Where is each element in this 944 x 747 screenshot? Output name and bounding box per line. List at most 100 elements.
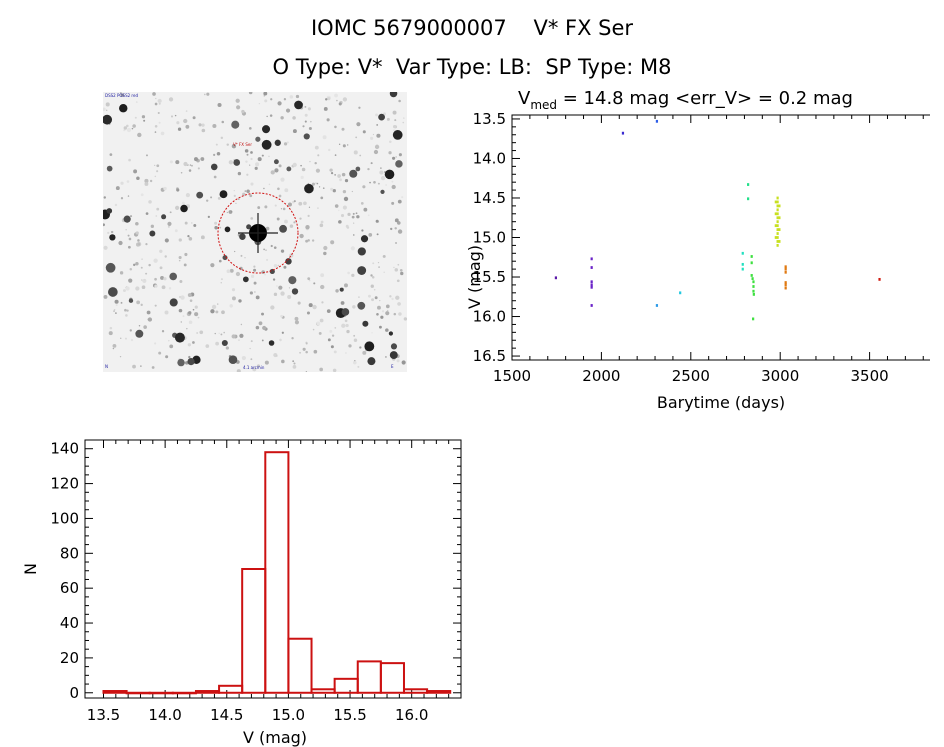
finder-star	[221, 310, 225, 315]
finder-star	[351, 215, 355, 219]
finder-star	[193, 223, 197, 227]
histogram-bar	[356, 660, 382, 694]
finder-star	[183, 161, 188, 167]
histogram-bar	[194, 690, 221, 694]
light-curve-point	[776, 208, 779, 212]
finder-star	[152, 92, 156, 96]
histogram-ytick-label: 60	[60, 579, 79, 597]
finder-star	[293, 362, 296, 365]
finder-star	[394, 119, 397, 122]
light-curve-ytick-label: 16.0	[473, 308, 506, 326]
finder-star	[358, 296, 360, 298]
finder-star	[109, 234, 116, 241]
finder-star	[201, 123, 205, 127]
finder-star	[330, 345, 334, 349]
finder-star	[377, 305, 381, 310]
finder-star	[309, 160, 311, 163]
finder-star	[187, 343, 192, 347]
finder-star	[389, 92, 398, 98]
finder-star	[250, 340, 253, 343]
light-curve-title-rest: = 14.8 mag <err_V> = 0.2 mag	[557, 88, 853, 109]
finder-star	[329, 329, 333, 333]
finder-star	[135, 101, 138, 104]
finder-star	[276, 217, 280, 221]
finder-star	[125, 286, 130, 291]
histogram-bar	[102, 690, 128, 694]
finder-star	[109, 153, 113, 156]
finder-star	[398, 99, 401, 103]
finder-star	[355, 166, 361, 172]
finder-star	[317, 207, 319, 210]
finder-star	[374, 296, 378, 300]
light-curve-point	[590, 304, 593, 307]
finder-star	[283, 142, 288, 146]
finder-star	[285, 108, 291, 113]
finder-star	[345, 323, 349, 328]
finder-star	[140, 365, 142, 367]
light-curve-point	[778, 240, 781, 243]
finder-star	[303, 201, 307, 206]
light-curve-point	[750, 274, 753, 277]
finder-star	[154, 102, 158, 106]
finder-star	[339, 287, 344, 292]
finder-star	[358, 106, 361, 109]
finder-star	[353, 150, 358, 155]
finder-star	[393, 312, 397, 316]
finder-star	[393, 129, 395, 132]
finder-star	[385, 304, 390, 309]
finder-star	[107, 231, 110, 235]
finder-star	[150, 224, 154, 228]
finder-star	[160, 275, 165, 280]
finder-star	[266, 258, 269, 261]
finder-star	[174, 229, 178, 233]
finder-star	[189, 299, 193, 302]
finder-star	[216, 151, 221, 156]
finder-star	[114, 203, 118, 207]
light-curve-point	[784, 283, 787, 287]
finder-star	[374, 144, 380, 150]
finder-star	[185, 110, 188, 112]
finder-star	[273, 159, 279, 165]
finder-star	[394, 268, 399, 272]
finder-star	[128, 158, 131, 162]
finder-star	[246, 224, 252, 230]
finder-star	[362, 185, 366, 189]
finder-star	[353, 360, 357, 365]
finder-star	[331, 334, 335, 337]
finder-star	[132, 364, 136, 369]
finder-star	[379, 300, 381, 302]
finder-star	[378, 113, 385, 121]
histogram-xtick-label: 14.5	[210, 706, 243, 724]
finder-star	[163, 186, 167, 191]
finder-star	[396, 221, 401, 225]
finder-star	[379, 170, 384, 175]
light-curve-point	[590, 257, 593, 261]
finder-star	[135, 221, 139, 226]
finder-star	[129, 267, 133, 271]
finder-star	[273, 292, 278, 297]
finder-star	[210, 196, 213, 199]
finder-star	[270, 244, 273, 248]
finder-star	[328, 148, 331, 152]
histogram-ytick-label: 0	[69, 684, 79, 702]
finder-star	[244, 190, 247, 192]
finder-star	[231, 120, 240, 129]
finder-star	[146, 154, 148, 157]
finder-star	[237, 171, 242, 176]
finder-star	[262, 325, 267, 331]
finder-star	[341, 308, 350, 316]
finder-star	[178, 259, 181, 262]
finder-star	[182, 315, 185, 318]
light-curve-chart: Vmed = 14.8 mag <err_V> = 0.2 mag 1500 20…	[465, 88, 930, 412]
finder-star	[392, 130, 403, 140]
finder-star	[178, 308, 183, 313]
finder-star	[210, 163, 218, 171]
histogram-bar	[241, 568, 267, 694]
finder-star	[370, 284, 374, 288]
light-curve-point	[752, 317, 755, 321]
finder-star	[109, 326, 113, 330]
finder-star	[274, 204, 277, 207]
finder-star	[194, 305, 198, 309]
finder-star	[188, 169, 192, 172]
finder-star	[367, 357, 376, 366]
